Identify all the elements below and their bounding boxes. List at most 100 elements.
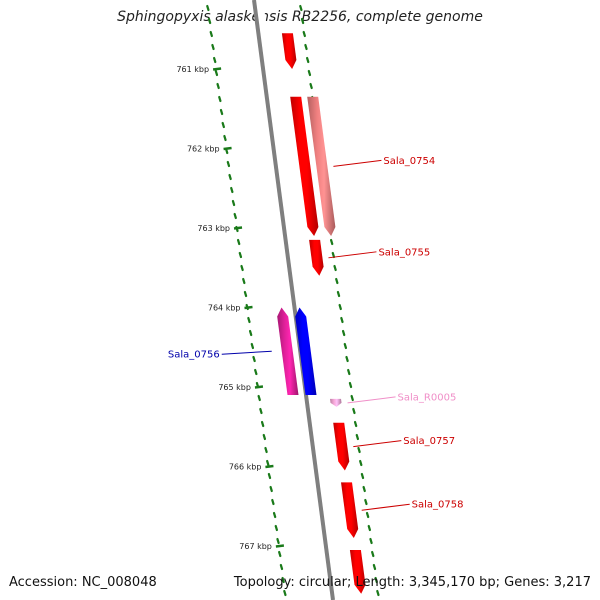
scale-tick-label: 762 kbp — [187, 145, 220, 154]
gene-feature[interactable] — [295, 307, 317, 396]
feature-label-leader — [328, 251, 377, 259]
gc-dot-right — [299, 4, 303, 12]
gene-feature[interactable] — [349, 550, 366, 594]
gene-arrow[interactable] — [309, 239, 324, 276]
gene-feature[interactable] — [290, 96, 319, 236]
gc-dot-right — [348, 381, 353, 389]
gc-dot-left — [223, 134, 227, 142]
gc-dot-left — [262, 433, 267, 441]
feature-label-leader — [221, 350, 272, 355]
scale-ticks: 761 kbp 762 kbp 763 kbp 764 kbp 765 kbp 766 k… — [176, 65, 285, 551]
gc-dot-left — [238, 251, 243, 259]
scale-tick — [223, 146, 232, 151]
gc-dot-right — [365, 511, 370, 519]
gene-feature[interactable] — [281, 33, 297, 69]
gc-dot-right — [343, 342, 348, 350]
gc-dot-left — [209, 30, 213, 38]
gc-dot-right — [336, 290, 341, 298]
gene-arrow[interactable] — [330, 398, 342, 407]
feature-label[interactable]: Sala_0758 — [412, 500, 464, 511]
feature-label-leader — [353, 440, 402, 448]
gc-dot-left — [259, 407, 263, 415]
gc-dot-left — [250, 342, 255, 350]
gc-dot-left — [233, 212, 237, 220]
gene-arrow[interactable] — [307, 96, 336, 236]
gc-dot-right — [302, 30, 306, 38]
gc-dot-left — [254, 368, 258, 376]
feature-label[interactable]: Sala_0756 — [168, 350, 220, 361]
gc-dot-left — [206, 4, 210, 12]
gc-dot-left — [221, 121, 225, 129]
gc-dot-left — [274, 524, 279, 532]
gc-dot-right — [304, 43, 308, 51]
gc-dot-left — [213, 56, 217, 64]
gene-feature[interactable] — [277, 307, 299, 396]
feature-layer — [277, 33, 366, 594]
gc-dot-right — [333, 264, 337, 272]
gc-dot-right — [309, 82, 313, 90]
feature-label[interactable]: Sala_R0005 — [398, 392, 457, 403]
gene-arrow[interactable] — [341, 482, 359, 538]
gc-dot-right — [362, 485, 366, 493]
feature-label[interactable]: Sala_0755 — [378, 247, 430, 258]
scale-tick — [233, 226, 243, 230]
gene-arrow[interactable] — [281, 33, 297, 69]
feature-label-leader — [347, 396, 396, 404]
gc-dot-right — [331, 251, 336, 259]
scale-tick-label: 765 kbp — [218, 383, 251, 392]
gene-arrow[interactable] — [277, 307, 299, 396]
scale-tick-label: 767 kbp — [239, 542, 272, 551]
gc-dot-left — [269, 485, 273, 493]
scale-tick-label: 763 kbp — [197, 224, 230, 233]
gc-dot-left — [214, 69, 219, 77]
scale-tick — [254, 385, 264, 389]
gene-feature[interactable] — [333, 422, 350, 471]
scale-tick-label: 766 kbp — [229, 463, 262, 472]
gc-dot-left — [283, 589, 287, 597]
feature-label[interactable]: Sala_0754 — [383, 156, 435, 167]
gene-feature[interactable] — [307, 96, 336, 236]
gene-feature[interactable] — [330, 398, 342, 407]
gc-dot-left — [231, 199, 236, 207]
gc-dot-left — [240, 264, 244, 272]
gc-dot-left — [279, 563, 284, 571]
gc-dot-right — [360, 472, 365, 480]
gene-arrow[interactable] — [290, 96, 319, 236]
gc-dot-left — [218, 95, 222, 103]
gc-dot-left — [230, 186, 234, 194]
gc-dot-right — [372, 563, 377, 571]
gc-dot-right — [338, 303, 342, 311]
gc-dot-left — [248, 329, 253, 337]
gene-arrow[interactable] — [349, 550, 366, 594]
gene-feature[interactable] — [309, 239, 324, 276]
gc-dot-left — [271, 498, 275, 506]
gc-dot-right — [300, 17, 305, 25]
gene-feature[interactable] — [341, 482, 359, 538]
gc-dot-right — [345, 355, 349, 363]
gc-dot-right — [355, 433, 360, 441]
gc-dot-right — [367, 524, 372, 532]
gene-arrow[interactable] — [295, 307, 317, 396]
gc-dot-right — [359, 459, 363, 467]
gc-dot-right — [364, 498, 368, 506]
gc-dot-right — [306, 56, 310, 64]
gc-dot-left — [207, 17, 212, 25]
genome-backbone — [252, 0, 335, 600]
backbone-halo — [255, 0, 342, 600]
gc-dot-left — [257, 394, 261, 402]
feature-label[interactable]: Sala_0757 — [403, 436, 455, 447]
scale-tick — [275, 544, 285, 548]
gc-dot-right — [369, 537, 373, 545]
feature-label-leader — [361, 503, 410, 511]
gc-dot-left — [219, 108, 224, 116]
gc-dot-right — [350, 394, 354, 402]
gc-dot-left — [267, 472, 272, 480]
gc-dot-right — [374, 576, 378, 584]
gc-dot-left — [243, 290, 248, 298]
gc-dot-left — [264, 446, 268, 454]
feature-label-leader — [333, 159, 382, 167]
gc-dot-left — [242, 277, 246, 285]
gene-arrow[interactable] — [333, 422, 350, 471]
